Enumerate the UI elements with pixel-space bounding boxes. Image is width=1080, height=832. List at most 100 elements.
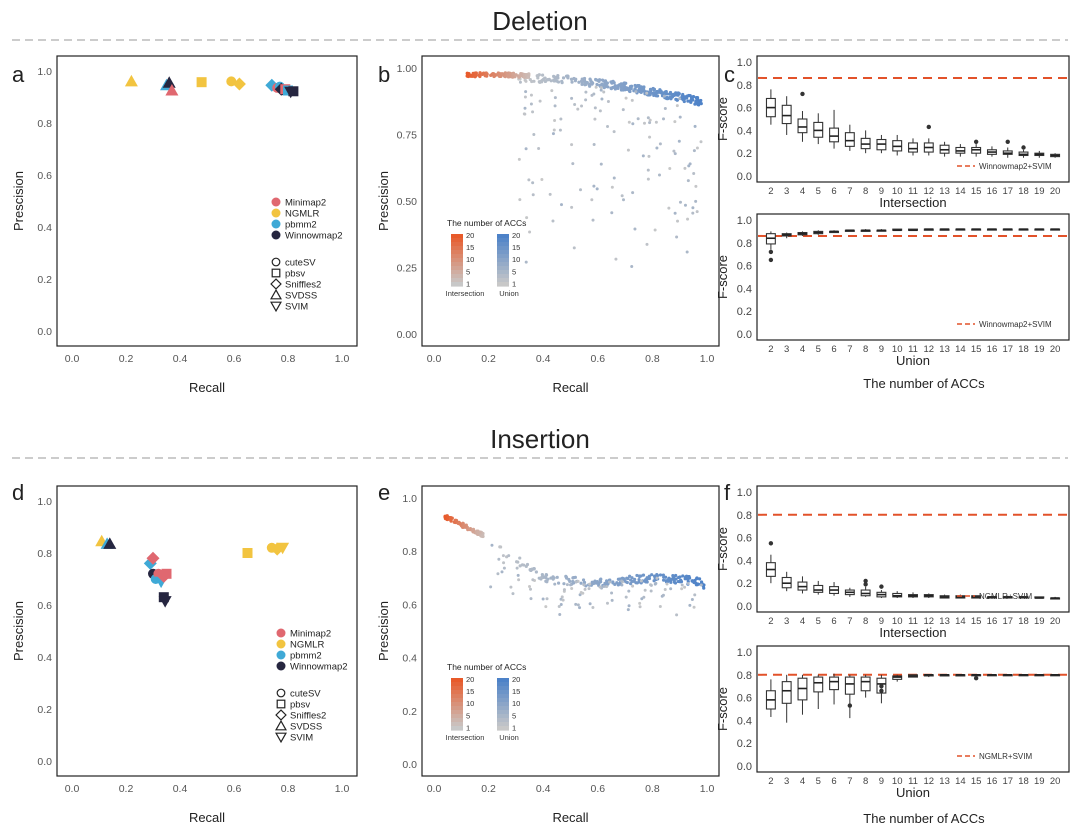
data-point: [695, 96, 700, 100]
data-point: [565, 583, 569, 587]
panel-letter-e: e: [378, 480, 390, 505]
data-point: [696, 582, 700, 586]
data-point: [541, 597, 545, 601]
data-point: [546, 78, 550, 82]
data-point: [510, 75, 515, 79]
x-axis-label: Recall: [189, 380, 225, 395]
data-point: [553, 582, 557, 586]
data-point: [599, 86, 603, 90]
acc-colorbar-union: [497, 254, 509, 259]
data-point: [553, 119, 557, 123]
x-tick-label: 1.0: [700, 353, 715, 365]
y-tick-label: 0.2: [37, 274, 52, 286]
data-point: [605, 585, 609, 589]
data-point: [557, 605, 561, 609]
data-point: [630, 84, 634, 88]
data-point: [578, 593, 582, 597]
acc-colorbar-intersection: [451, 698, 463, 703]
acc-legend-title: The number of ACCs: [447, 662, 526, 672]
data-point: [543, 79, 548, 84]
data-point: [571, 579, 575, 584]
x-tick-label: 5: [816, 344, 821, 355]
data-point: [673, 581, 678, 585]
data-point: [653, 582, 657, 586]
data-point: [242, 548, 253, 558]
data-point: [610, 185, 614, 189]
data-point: [525, 216, 529, 220]
x-tick-label: 10: [892, 616, 903, 627]
data-point: [530, 79, 534, 84]
data-point: [645, 576, 649, 580]
data-point: [288, 86, 299, 97]
data-point: [526, 75, 531, 79]
box-outlier: [768, 249, 774, 255]
data-point: [683, 203, 687, 207]
data-point: [531, 578, 535, 582]
y-tick-label: 0.0: [737, 171, 752, 183]
data-point: [658, 142, 662, 146]
acc-colorbar-intersection: [451, 250, 463, 255]
legend-label-sniffles2: Sniffles2: [285, 280, 321, 291]
data-point: [594, 77, 598, 82]
x-tick-label: 0.4: [536, 353, 551, 365]
acc-colorbar-union: [497, 258, 509, 263]
x-tick-label: 16: [987, 186, 998, 197]
y-tick-label: 0.2: [737, 306, 752, 318]
data-point: [692, 149, 696, 153]
x-tick-label: 7: [847, 344, 852, 355]
acc-colorbar-intersection: [451, 690, 463, 695]
x-tick-label: 4: [800, 344, 805, 355]
y-tick-label: 1.0: [37, 496, 52, 508]
data-point: [675, 235, 679, 239]
data-point: [551, 219, 555, 223]
x-tick-label: 19: [1034, 344, 1045, 355]
data-point: [675, 613, 679, 617]
x-tick-label: 7: [847, 186, 852, 197]
y-axis-label: F-score: [715, 255, 730, 299]
data-point: [523, 106, 527, 110]
data-point: [524, 147, 528, 151]
legend-shape-svdss: [270, 288, 282, 300]
data-point: [556, 581, 561, 585]
acc-colorbar-tick: 20: [466, 231, 474, 240]
legend-label-winnowmap2: Winnowmap2: [285, 231, 343, 242]
data-point: [597, 78, 601, 83]
x-tick-label: 4: [800, 186, 805, 197]
data-point: [663, 106, 667, 110]
x-tick-label: 11: [908, 344, 918, 355]
x-axis-label: Intersection: [879, 625, 946, 640]
plot-frame: [756, 645, 1070, 773]
data-point: [685, 574, 689, 578]
data-point: [627, 589, 631, 593]
legend-shape-svdss: [275, 719, 287, 731]
data-point: [647, 574, 651, 578]
y-tick-label: 0.4: [737, 283, 752, 295]
x-tick-label: 12: [924, 776, 935, 787]
data-point: [532, 133, 536, 137]
x-tick-label: 16: [987, 776, 998, 787]
data-point: [553, 104, 557, 108]
data-point: [502, 566, 506, 570]
box: [844, 132, 855, 147]
data-point: [528, 230, 532, 234]
data-point: [655, 90, 660, 95]
legend-shape-cutesv: [271, 257, 281, 267]
data-point: [583, 587, 587, 591]
data-point: [540, 178, 544, 182]
y-tick-label: 0.8: [402, 546, 417, 558]
x-tick-label: 14: [955, 616, 966, 627]
acc-legend-group-union: Union: [499, 733, 519, 742]
data-point: [691, 95, 695, 99]
x-tick-label: 3: [784, 186, 789, 197]
data-point: [588, 84, 592, 88]
acc-axis-label-top: The number of ACCs: [863, 376, 985, 391]
data-point: [552, 79, 556, 83]
data-point: [658, 573, 663, 577]
data-point: [620, 84, 624, 88]
data-point: [686, 217, 690, 221]
box-outlier: [1021, 145, 1026, 150]
data-point: [558, 612, 562, 616]
data-point: [624, 96, 628, 100]
data-point: [555, 79, 559, 83]
